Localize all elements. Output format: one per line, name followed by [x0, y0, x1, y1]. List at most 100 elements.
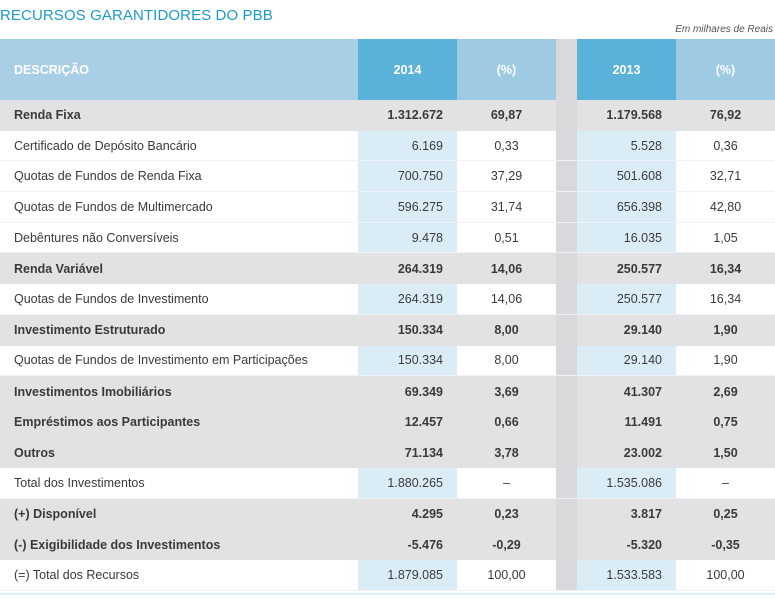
- table-row: Empréstimos aos Participantes 12.457 0,6…: [0, 406, 775, 438]
- percent-2014: 3,78: [457, 437, 556, 469]
- column-gap: [556, 314, 577, 346]
- table-row: Quotas de Fundos de Investimento em Part…: [0, 345, 775, 377]
- percent-2013: 1,50: [676, 437, 775, 469]
- value-2013: 23.002: [577, 437, 676, 469]
- column-gap: [556, 192, 577, 223]
- value-2014: 12.457: [358, 406, 457, 438]
- value-2013: 656.398: [577, 192, 676, 223]
- percent-2013: 0,75: [676, 406, 775, 438]
- value-2014: 596.275: [358, 192, 457, 223]
- unit-note: Em milhares de Reais: [675, 24, 773, 35]
- value-2013: 501.608: [577, 161, 676, 193]
- value-2014: 264.319: [358, 284, 457, 315]
- value-2013: 29.140: [577, 345, 676, 377]
- value-2013: 29.140: [577, 314, 676, 346]
- percent-2013: 76,92: [676, 100, 775, 131]
- table-row: (+) Disponível 4.295 0,23 3.817 0,25: [0, 498, 775, 530]
- resources-table: DESCRIÇÃO 2014 (%) 2013 (%) Renda Fixa 1…: [0, 39, 775, 591]
- row-description: Quotas de Fundos de Renda Fixa: [0, 161, 358, 193]
- value-2013: -5.320: [577, 529, 676, 561]
- header-2014: 2014: [358, 39, 457, 100]
- percent-2013: 1,90: [676, 345, 775, 377]
- row-description: (+) Disponível: [0, 498, 358, 530]
- percent-2013: 1,90: [676, 314, 775, 346]
- column-gap: [556, 39, 577, 100]
- column-gap: [556, 498, 577, 530]
- value-2013: 250.577: [577, 284, 676, 315]
- value-2014: 9.478: [358, 222, 457, 254]
- value-2013: 16.035: [577, 222, 676, 254]
- table-row: (-) Exigibilidade dos Investimentos -5.4…: [0, 529, 775, 561]
- column-gap: [556, 222, 577, 254]
- percent-2014: 14,06: [457, 253, 556, 285]
- row-description: Empréstimos aos Participantes: [0, 406, 358, 438]
- value-2013: 11.491: [577, 406, 676, 438]
- value-2014: -5.476: [358, 529, 457, 561]
- row-description: Debêntures não Conversíveis: [0, 222, 358, 254]
- header-description: DESCRIÇÃO: [0, 39, 358, 100]
- value-2013: 250.577: [577, 253, 676, 285]
- value-2014: 700.750: [358, 161, 457, 193]
- value-2013: 3.817: [577, 498, 676, 530]
- table-row: Total dos Investimentos 1.880.265 – 1.53…: [0, 468, 775, 499]
- column-gap: [556, 376, 577, 407]
- row-description: (-) Exigibilidade dos Investimentos: [0, 529, 358, 561]
- column-gap: [556, 560, 577, 591]
- value-2014: 1.879.085: [358, 560, 457, 591]
- column-gap: [556, 468, 577, 499]
- percent-2013: 16,34: [676, 253, 775, 285]
- percent-2014: 31,74: [457, 192, 556, 223]
- header-pct-2013: (%): [676, 39, 775, 100]
- value-2014: 69.349: [358, 376, 457, 407]
- column-gap: [556, 437, 577, 469]
- table-row: Certificado de Depósito Bancário 6.169 0…: [0, 130, 775, 162]
- header-2013: 2013: [577, 39, 676, 100]
- value-2013: 1.535.086: [577, 468, 676, 499]
- row-description: Certificado de Depósito Bancário: [0, 130, 358, 162]
- table-bottom-border: [0, 593, 775, 595]
- column-gap: [556, 345, 577, 377]
- value-2014: 6.169: [358, 130, 457, 162]
- table-row: Outros 71.134 3,78 23.002 1,50: [0, 437, 775, 469]
- table-header-row: DESCRIÇÃO 2014 (%) 2013 (%): [0, 39, 775, 100]
- value-2014: 264.319: [358, 253, 457, 285]
- table-row: Quotas de Fundos de Investimento 264.319…: [0, 284, 775, 315]
- percent-2014: 0,51: [457, 222, 556, 254]
- row-description: Renda Variável: [0, 253, 358, 285]
- percent-2013: 2,69: [676, 376, 775, 407]
- table-title: RECURSOS GARANTIDORES DO PBB: [0, 7, 273, 24]
- percent-2014: -0,29: [457, 529, 556, 561]
- row-description: Quotas de Fundos de Investimento em Part…: [0, 345, 358, 377]
- percent-2013: 16,34: [676, 284, 775, 315]
- percent-2014: 0,66: [457, 406, 556, 438]
- percent-2013: 1,05: [676, 222, 775, 254]
- column-gap: [556, 161, 577, 193]
- percent-2014: –: [457, 468, 556, 499]
- percent-2013: 100,00: [676, 560, 775, 591]
- value-2013: 41.307: [577, 376, 676, 407]
- percent-2014: 3,69: [457, 376, 556, 407]
- table-row: Quotas de Fundos de Renda Fixa 700.750 3…: [0, 161, 775, 193]
- row-description: Quotas de Fundos de Investimento: [0, 284, 358, 315]
- row-description: Investimentos Imobiliários: [0, 376, 358, 407]
- percent-2014: 100,00: [457, 560, 556, 591]
- percent-2013: -0,35: [676, 529, 775, 561]
- column-gap: [556, 100, 577, 131]
- row-description: Renda Fixa: [0, 100, 358, 131]
- row-description: (=) Total dos Recursos: [0, 560, 358, 591]
- value-2014: 71.134: [358, 437, 457, 469]
- percent-2013: 42,80: [676, 192, 775, 223]
- percent-2014: 0,33: [457, 130, 556, 162]
- column-gap: [556, 406, 577, 438]
- value-2014: 1.880.265: [358, 468, 457, 499]
- percent-2013: –: [676, 468, 775, 499]
- percent-2014: 37,29: [457, 161, 556, 193]
- column-gap: [556, 130, 577, 162]
- table-row: Investimentos Imobiliários 69.349 3,69 4…: [0, 376, 775, 407]
- value-2014: 4.295: [358, 498, 457, 530]
- table-row: Investimento Estruturado 150.334 8,00 29…: [0, 314, 775, 346]
- percent-2014: 69,87: [457, 100, 556, 131]
- percent-2014: 8,00: [457, 314, 556, 346]
- header-pct-2014: (%): [457, 39, 556, 100]
- table-row: Quotas de Fundos de Multimercado 596.275…: [0, 192, 775, 223]
